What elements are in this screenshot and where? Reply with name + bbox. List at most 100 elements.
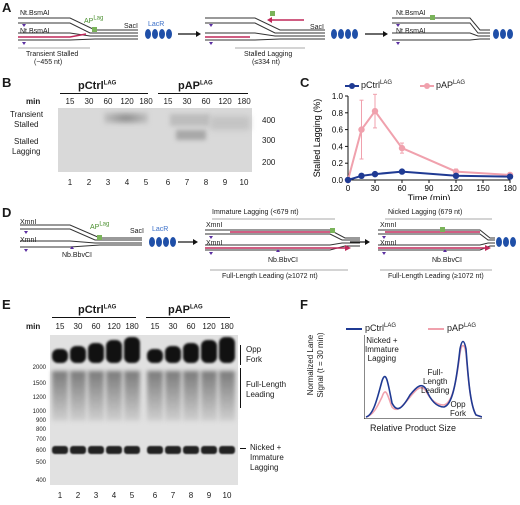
lane-label: 6 xyxy=(165,178,171,187)
band-lagging xyxy=(219,446,235,454)
lane-label: 7 xyxy=(170,491,176,500)
y-tick-label: 0.2 xyxy=(332,159,344,168)
lane-label: 3 xyxy=(105,178,111,187)
f-ylabel: Normalized Lane Signal (t = 30 min) xyxy=(306,332,325,398)
band-lagging xyxy=(124,446,140,454)
panel-d-diagram xyxy=(20,218,516,271)
lacR-label: LacR xyxy=(148,21,165,28)
lane-label: 1 xyxy=(57,491,63,500)
band-top xyxy=(52,349,68,363)
time-label: 15 xyxy=(55,322,65,331)
trace-ctrl xyxy=(365,340,482,418)
band-top xyxy=(70,346,86,363)
lane-label: 8 xyxy=(203,178,209,187)
band-lagging xyxy=(183,446,199,454)
lane-label: 7 xyxy=(184,178,190,187)
band-lagging xyxy=(147,446,163,454)
lane-label: 2 xyxy=(75,491,81,500)
y-tick-label: 0.4 xyxy=(332,142,344,151)
panel-a-letter: A xyxy=(2,0,12,15)
xmn-label: XmnI xyxy=(20,219,37,226)
band-lagging xyxy=(70,446,86,454)
band-smear xyxy=(88,371,104,421)
y-tick-label: 0.6 xyxy=(332,126,344,135)
lane-label: 9 xyxy=(222,178,228,187)
site-label: Nt.BsmAI xyxy=(20,28,50,35)
time-label: 15 xyxy=(65,97,75,106)
e-label: Opp xyxy=(246,345,262,354)
xmn-label: XmnI xyxy=(20,237,37,244)
time-label: 60 xyxy=(186,322,196,331)
band-smear xyxy=(219,371,235,421)
e-label: Immature xyxy=(250,453,284,462)
band-smear xyxy=(124,371,140,421)
lane-label: 8 xyxy=(188,491,194,500)
data-point-pCtrl xyxy=(398,168,406,175)
marker-label: 700 xyxy=(35,437,46,443)
stalled-size: (≤334 nt) xyxy=(252,59,280,66)
lane-label: 1 xyxy=(67,178,73,187)
diagram-a3 xyxy=(392,15,513,45)
data-point-pAP xyxy=(358,126,365,133)
marker-label: 900 xyxy=(35,418,46,424)
stalled-label: Stalled Lagging xyxy=(244,51,293,58)
lane-label: 5 xyxy=(143,178,149,187)
time-label: 60 xyxy=(103,97,113,106)
panel-c-letter: C xyxy=(300,75,310,90)
line-chart: 0.0 0.2 0.4 0.6 0.8 1.0 0 30 60 90 120 150 180 Time (… xyxy=(312,92,517,200)
x-tick-label: 180 xyxy=(503,184,517,193)
nb-label: Nb.BbvCI xyxy=(268,257,298,264)
gel-title-ctrl: pCtrlLAG xyxy=(78,80,117,92)
nicked-label: Nicked Lagging (679 nt) xyxy=(388,209,463,216)
data-point-pAP xyxy=(398,144,406,152)
marker-label: 300 xyxy=(262,136,276,145)
nb-label: Nb.BbvCI xyxy=(432,257,462,264)
x-tick-label: 30 xyxy=(371,184,380,193)
sacI-label: SacI xyxy=(130,228,145,235)
y-tick-label: 0.8 xyxy=(332,109,344,118)
diagram-d1 xyxy=(20,224,176,252)
data-point-pAP xyxy=(371,107,379,115)
time-label: 180 xyxy=(237,97,251,106)
diagram-a2 xyxy=(205,11,358,49)
band-lagging xyxy=(52,446,68,454)
lacr-bead xyxy=(145,29,151,39)
xmn-label: XmnI xyxy=(206,222,223,229)
e-label: Nicked + xyxy=(250,443,282,452)
time-label: 120 xyxy=(218,97,232,106)
x-tick-label: 0 xyxy=(346,184,351,193)
peak-label: Nicked + Immature Lagging xyxy=(365,336,399,363)
xmn-label: XmnI xyxy=(380,222,397,229)
lane-label: 6 xyxy=(152,491,158,500)
marker-label: 800 xyxy=(35,427,46,433)
time-label: 120 xyxy=(120,97,134,106)
f-xlabel: Relative Product Size xyxy=(370,423,457,433)
marker-label: 400 xyxy=(35,478,46,484)
lane-label: 10 xyxy=(239,178,249,187)
ap-label: APLag xyxy=(90,221,110,231)
band-lagging xyxy=(106,446,122,454)
legend-ap: pAPLAG xyxy=(420,80,465,90)
y-tick-label: 0.0 xyxy=(332,176,344,185)
band-top xyxy=(219,337,235,363)
time-label: 120 xyxy=(107,322,121,331)
lacR-label: LacR xyxy=(152,226,169,233)
immature-label: Immature Lagging (<679 nt) xyxy=(212,209,299,216)
peak-label: Full- Length Leading xyxy=(421,368,450,395)
lane-label: 5 xyxy=(129,491,135,500)
legend-ap: pAPLAG xyxy=(428,323,476,333)
b-label: Stalled xyxy=(14,120,39,129)
b-label: Transient xyxy=(10,110,44,119)
site-label: Nt.BsmAI xyxy=(396,28,426,35)
marker-label: 1000 xyxy=(32,409,46,415)
legend-ctrl: pCtrlLAG xyxy=(345,80,392,90)
marker-label: 2000 xyxy=(32,365,46,371)
band-top xyxy=(124,337,140,363)
marker-label: 200 xyxy=(262,158,276,167)
time-label: 15 xyxy=(163,97,173,106)
lane-label: 3 xyxy=(93,491,99,500)
gel-title-ctrl: pCtrlLAG xyxy=(78,304,117,316)
panel-d-letter: D xyxy=(2,205,12,220)
band-smear xyxy=(52,371,68,421)
band-smear xyxy=(70,371,86,421)
